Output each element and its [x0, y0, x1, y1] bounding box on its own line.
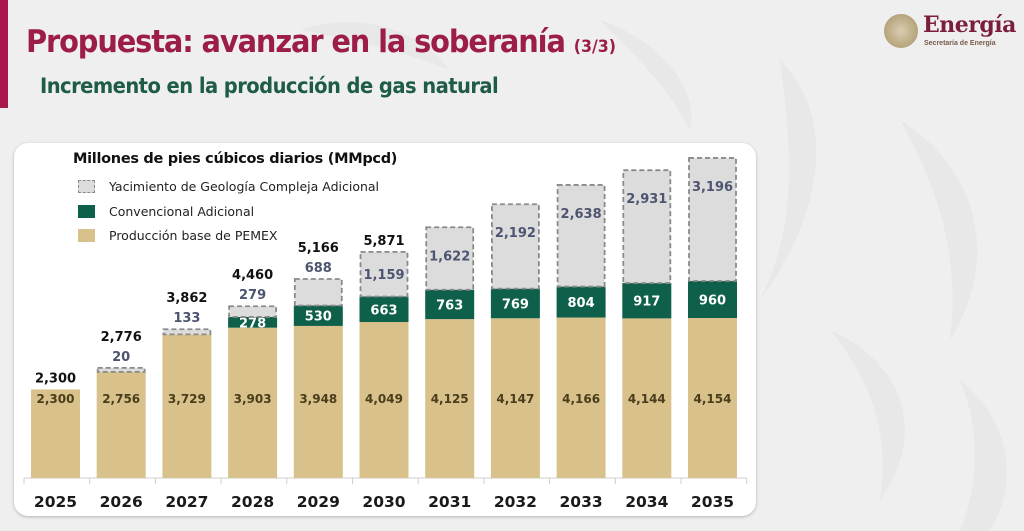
data-label-complex: 2,931: [626, 192, 667, 207]
data-label-base: 4,125: [431, 392, 469, 406]
bar-segment-base: [96, 371, 146, 478]
bar-segment-conventional: [622, 283, 672, 319]
legend-item-conventional: Convencional Adicional: [78, 201, 254, 221]
data-label-total: 4,460: [232, 268, 273, 283]
data-label-base: 3,948: [299, 392, 337, 406]
stacked-bar-chart: 2,300 2,300 2025 2,756 20 2,776 2026 3,729 133 3,…: [23, 157, 748, 511]
energia-logo: Energía Secretaría de Energía: [884, 12, 1019, 52]
bar-segment-conventional: [425, 289, 475, 320]
data-label-base: 4,147: [496, 392, 534, 406]
legend-swatch-base: [78, 228, 95, 242]
bar-segment-base: [162, 334, 212, 478]
legend-swatch-conventional: [78, 204, 95, 218]
legend-swatch-complex: [78, 179, 95, 193]
legend-label-base: Producción base de PEMEX: [109, 227, 278, 243]
data-label-conventional: 769: [502, 297, 529, 312]
bar-segment-base: [31, 389, 80, 478]
x-tick-label: 2029: [297, 493, 340, 511]
data-label-base: 2,756: [102, 392, 140, 406]
bar-segment-base: [622, 318, 672, 478]
bar-segment-complex: [162, 328, 212, 336]
data-label-complex: 1,622: [429, 249, 470, 264]
x-tick-label: 2025: [34, 493, 77, 511]
page-counter: (3/3): [573, 37, 616, 57]
data-label-conventional: 278: [239, 316, 266, 331]
data-label-total: 2,776: [101, 330, 142, 345]
bar-segment-base: [293, 325, 343, 478]
data-label-conventional: 917: [633, 295, 660, 310]
bar-segment-conventional: [228, 316, 278, 328]
data-label-conventional: 804: [568, 296, 595, 311]
bar-segment-base: [490, 318, 540, 478]
bar-segment-base: [228, 327, 278, 478]
x-tick-label: 2030: [362, 493, 405, 511]
bar-segment-conventional: [293, 305, 343, 326]
legend-item-complex: Yacimiento de Geología Compleja Adiciona…: [78, 176, 379, 196]
bar-segment-conventional: [359, 296, 409, 323]
bar-segment-complex: [688, 157, 737, 282]
x-tick-label: 2027: [165, 493, 208, 511]
bar-segment-complex: [556, 184, 606, 288]
bar-segment-complex: [359, 250, 409, 298]
bar-segment-conventional: [490, 288, 540, 319]
data-label-complex: 3,196: [692, 180, 733, 195]
data-label-base: 4,166: [562, 392, 600, 406]
bar-segment-complex: [228, 305, 278, 318]
bar-segment-base: [688, 318, 737, 478]
legend-label-conventional: Convencional Adicional: [109, 203, 255, 219]
data-label-conventional: 530: [305, 310, 332, 325]
bar-segment-complex: [96, 366, 146, 373]
bar-segment-complex: [622, 169, 672, 284]
logo-name: Energía: [923, 12, 1016, 38]
x-tick-label: 2032: [494, 493, 537, 511]
bar-segment-base: [359, 322, 409, 478]
logo-tagline: Secretaría de Energía: [924, 40, 996, 47]
data-label-base: 4,144: [628, 392, 666, 406]
page-title: Propuesta: avanzar en la soberanía (3/3): [26, 24, 616, 60]
chart-title: Millones de pies cúbicos diarios (MMpcd): [73, 151, 398, 167]
bar-segment-base: [425, 319, 475, 478]
data-label-total: 5,166: [298, 241, 339, 256]
data-label-base: 4,154: [694, 392, 732, 406]
data-label-complex: 2,192: [495, 226, 536, 241]
legend-label-complex: Yacimiento de Geología Compleja Adiciona…: [109, 178, 380, 194]
data-label-base: 4,049: [365, 392, 403, 406]
national-seal-icon: [884, 14, 918, 48]
bar-segment-conventional: [688, 281, 737, 318]
bar-segment-complex: [490, 203, 540, 290]
x-tick-label: 2034: [625, 493, 668, 511]
page-title-text: Propuesta: avanzar en la soberanía: [26, 24, 566, 60]
legend-item-base: Producción base de PEMEX: [78, 225, 278, 245]
data-label-conventional: 960: [699, 294, 726, 309]
data-label-complex: 688: [305, 261, 332, 276]
data-label-total: 3,862: [166, 291, 207, 306]
x-tick-label: 2035: [691, 493, 734, 511]
bar-segment-base: [556, 317, 606, 478]
data-label-complex: 279: [239, 288, 266, 303]
data-label-total: 5,871: [363, 234, 404, 249]
bar-segment-complex: [293, 278, 343, 307]
accent-bar: [0, 0, 8, 108]
data-label-conventional: 663: [370, 303, 397, 318]
x-tick-label: 2031: [428, 493, 471, 511]
data-label-conventional: 763: [436, 298, 463, 313]
data-label-total: 2,300: [35, 371, 76, 386]
x-tick-label: 2028: [231, 493, 274, 511]
chart-card: 2,300 2,300 2025 2,756 20 2,776 2026 3,729 133 3,…: [14, 143, 756, 516]
bar-segment-conventional: [556, 286, 606, 318]
bar-segment-complex: [425, 226, 475, 291]
x-tick-label: 2033: [560, 493, 603, 511]
x-tick-label: 2026: [100, 493, 143, 511]
data-label-complex: 2,638: [561, 207, 602, 222]
page-subtitle: Incremento en la producción de gas natur…: [40, 74, 499, 98]
data-label-base: 2,300: [37, 392, 75, 406]
data-label-complex: 20: [112, 350, 130, 365]
data-label-complex: 133: [173, 311, 200, 326]
data-label-complex: 1,159: [363, 268, 404, 283]
data-label-base: 3,903: [234, 392, 272, 406]
data-label-base: 3,729: [168, 392, 206, 406]
